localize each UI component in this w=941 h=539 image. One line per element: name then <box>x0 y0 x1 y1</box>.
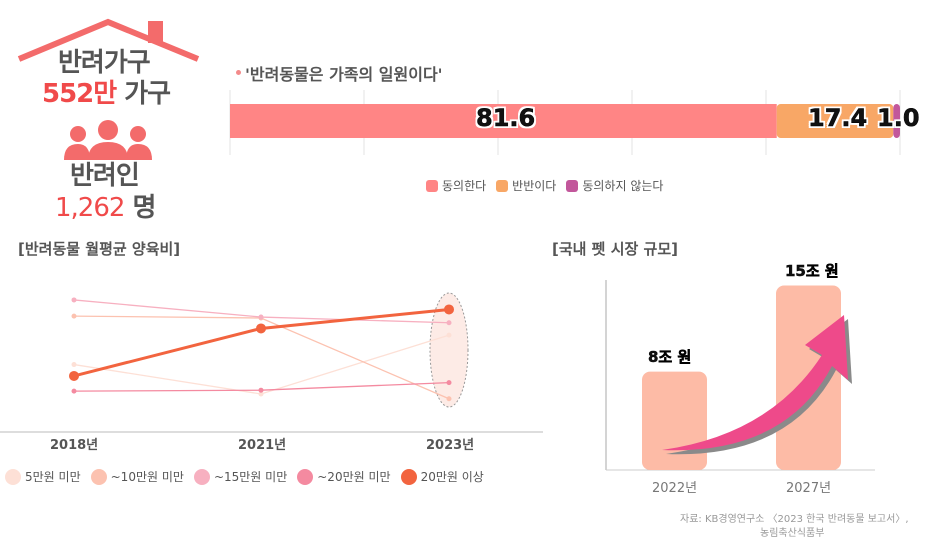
people-icon <box>64 120 152 160</box>
household-label: 반려가구 <box>58 48 151 78</box>
source-line-2: 농림축산식품부 <box>760 528 825 539</box>
legend-swatch <box>496 179 509 192</box>
legend-label: ~15만원 미만 <box>213 470 288 484</box>
data-point <box>258 314 264 320</box>
market-bar-chart <box>605 280 875 471</box>
data-point <box>71 313 77 319</box>
cost-legend: 5만원 미만 ~10만원 미만 ~15만원 미만 ~20만원 미만 20만원 이… <box>5 468 484 485</box>
market-label-2022: 8조 원 <box>648 348 692 367</box>
bar-label-neutral: 17.4 <box>808 104 868 133</box>
x-tick-2022: 2022년 <box>652 481 698 496</box>
bar-segment <box>776 104 894 138</box>
data-point <box>71 297 77 303</box>
legend-item: 반반이다 <box>496 177 556 194</box>
x-tick-2027: 2027년 <box>786 481 832 496</box>
x-tick-2021: 2021년 <box>238 438 287 453</box>
data-point <box>71 388 77 394</box>
family-chart-title: '반려동물은 가족의 일원이다' <box>245 65 443 84</box>
market-bar <box>642 371 707 470</box>
legend-dot <box>5 468 21 485</box>
data-point <box>446 320 452 326</box>
title-bullet-icon <box>236 70 241 75</box>
legend-item: 동의하지 않는다 <box>566 177 663 194</box>
x-tick-2023: 2023년 <box>426 438 475 453</box>
data-point <box>446 332 452 338</box>
legend-item: 동의한다 <box>426 177 486 194</box>
legend-label: 동의하지 않는다 <box>582 179 664 193</box>
legend-dot <box>193 468 210 485</box>
market-label-2027: 15조 원 <box>785 262 839 281</box>
highlight-ellipse <box>429 292 469 408</box>
legend-label: ~20만원 미만 <box>317 470 391 484</box>
data-point <box>256 323 266 334</box>
legend-dot <box>297 468 314 485</box>
x-tick-2018: 2018년 <box>50 438 99 453</box>
data-point <box>258 387 264 393</box>
household-count: 552만 가구 <box>42 73 171 110</box>
legend-swatch <box>566 179 579 192</box>
data-point <box>69 370 79 381</box>
source-line-1: 자료: KB경영연구소 〈2023 한국 반려동물 보고서〉, <box>680 514 909 525</box>
legend-dot <box>400 468 417 485</box>
legend-label: 동의한다 <box>442 179 487 193</box>
cost-line-chart <box>0 292 543 433</box>
bar-segment <box>230 104 777 138</box>
house-roof-icon <box>17 18 200 62</box>
people-label: 반려인 <box>70 161 140 191</box>
bar-label-agree: 81.6 <box>476 104 536 133</box>
people-unit: 명 <box>132 193 157 223</box>
data-point <box>258 391 264 397</box>
family-legend: 동의한다 반반이다 동의하지 않는다 <box>426 177 663 194</box>
legend-label: 20만원 이상 <box>420 470 484 484</box>
legend-label: 반반이다 <box>512 179 557 193</box>
legend-label: 5만원 미만 <box>25 470 81 484</box>
growth-arrow-icon <box>662 315 848 451</box>
people-count: 1,262 명 <box>55 187 157 224</box>
household-value: 552만 <box>42 79 117 109</box>
legend-label: ~10만원 미만 <box>110 470 184 484</box>
data-point <box>446 380 452 386</box>
market-chart-title: [국내 펫 시장 규모] <box>552 240 678 258</box>
legend-item: 5만원 미만 <box>5 468 81 485</box>
legend-swatch <box>426 179 438 192</box>
bar-segment <box>893 104 900 138</box>
bar-label-disagree: 1.0 <box>877 104 920 133</box>
people-value: 1,262 <box>55 193 125 223</box>
data-point <box>444 304 454 315</box>
legend-item: ~10만원 미만 <box>90 468 184 485</box>
legend-item: ~15만원 미만 <box>193 468 288 485</box>
cost-chart-title: [반려동물 월평균 양육비] <box>18 240 181 258</box>
data-point <box>71 362 77 368</box>
legend-dot <box>90 468 107 485</box>
legend-item: ~20만원 미만 <box>297 468 391 485</box>
family-bar-chart <box>229 90 901 155</box>
legend-item: 20만원 이상 <box>400 468 484 485</box>
data-point <box>446 396 452 402</box>
household-unit: 가구 <box>124 79 171 109</box>
